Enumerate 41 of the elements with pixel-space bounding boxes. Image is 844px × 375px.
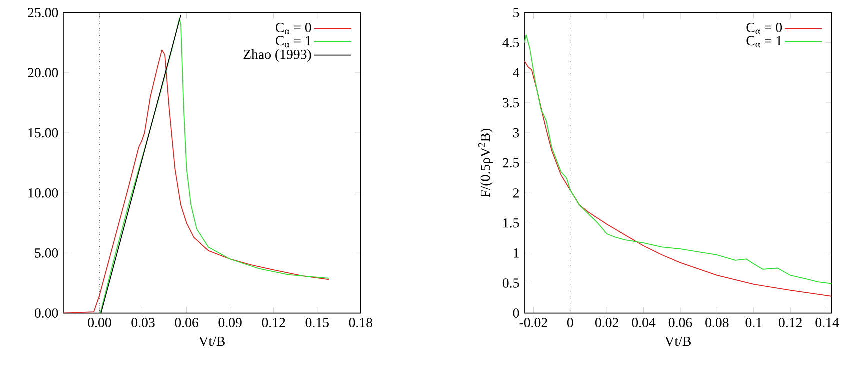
- y-tick-label: 2: [513, 188, 519, 198]
- x-axis-title: Vt/B: [198, 337, 225, 346]
- x-tick-label: 0.06: [668, 318, 692, 328]
- y-tick-label: 1: [514, 248, 519, 258]
- y-tick-label: 4.5: [502, 38, 520, 48]
- legend-label: C$_{α}$ = 1: [746, 36, 782, 48]
- legend-label: Zhao (1993): [244, 50, 312, 62]
- x-tick-label: 0.18: [349, 318, 372, 328]
- y-tick-label: 3.5: [503, 98, 520, 108]
- y-tick-label: 5.00: [35, 248, 58, 258]
- x-tick-label: 0.02: [596, 318, 618, 328]
- y-tick-label: 0.00: [34, 308, 58, 318]
- y-tick-label: 25.00: [28, 8, 58, 18]
- y-tick-label: 0.5: [502, 278, 520, 288]
- y-tick-label: 10.00: [28, 188, 58, 198]
- y-tick-label: 4: [513, 68, 520, 78]
- y-tick-label: 5: [514, 8, 520, 18]
- x-tick-label: 0.14: [816, 318, 840, 328]
- x-tick-label: 0.00: [88, 318, 112, 328]
- x-tick-label: -0.02: [520, 318, 548, 328]
- y-tick-label: 15.00: [28, 128, 58, 138]
- legend-label: C$_{α}$ = 0: [276, 23, 312, 35]
- x-tick-label: 0.06: [175, 318, 198, 328]
- y-tick-label: 3: [513, 128, 520, 138]
- legend-label: C$_{α}$ = 0: [746, 23, 782, 35]
- x-tick-label: 0.1: [746, 318, 762, 328]
- x-tick-label: 0.12: [779, 318, 802, 328]
- y-tick-label: 20.00: [28, 68, 58, 78]
- legend-label: C$_{α}$ = 1: [276, 36, 311, 48]
- y-tick-label: 2.5: [503, 158, 520, 168]
- x-tick-label: 0.09: [218, 318, 242, 328]
- x-tick-label: 0.08: [706, 318, 729, 328]
- x-tick-label: 0.15: [306, 318, 329, 328]
- x-tick-label: 0.04: [632, 318, 656, 328]
- y-axis-title: F/(0.5ρV$^{2}$B): [478, 129, 493, 198]
- x-tick-label: 0.03: [132, 318, 155, 328]
- y-tick-label: 1.5: [504, 218, 520, 228]
- x-tick-label: 0: [567, 318, 574, 328]
- y-tick-label: 0: [513, 308, 520, 318]
- x-tick-label: 0.12: [262, 318, 286, 328]
- x-axis-title: Vt/B: [664, 337, 691, 346]
